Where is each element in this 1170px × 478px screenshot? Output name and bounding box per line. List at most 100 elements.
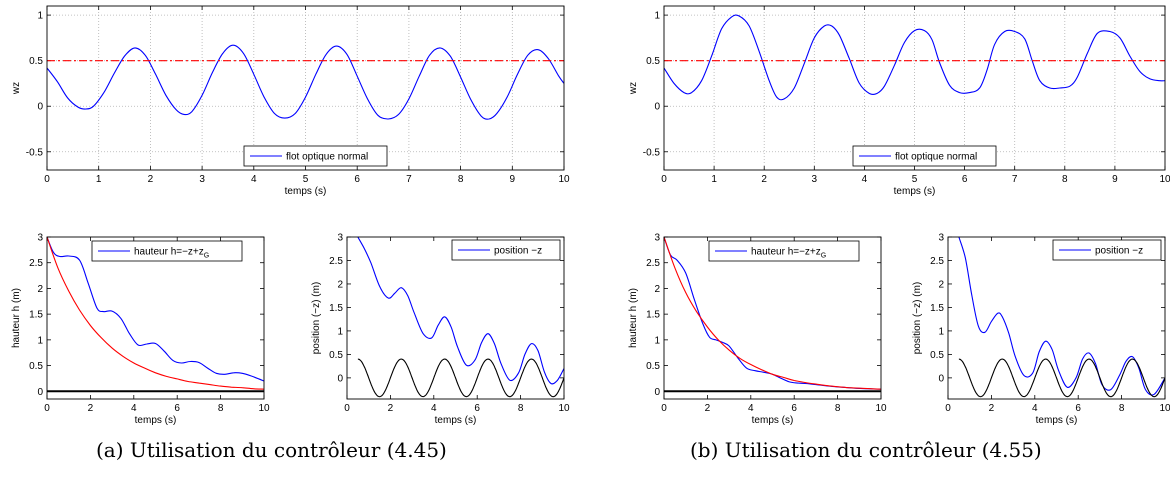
x-tick-label: 4 bbox=[748, 403, 754, 414]
series-line-main bbox=[958, 237, 1165, 396]
y-tick-label: 0.5 bbox=[930, 350, 944, 361]
x-tick-label: 6 bbox=[962, 174, 968, 185]
y-tick-label: 0 bbox=[37, 387, 43, 398]
y-tick-label: 0.5 bbox=[29, 56, 43, 67]
x-tick-label: 6 bbox=[174, 403, 180, 414]
x-tick-label: 0 bbox=[661, 174, 667, 185]
series-group bbox=[47, 44, 564, 120]
series-group bbox=[664, 237, 881, 393]
chart-a-bottom-right: 0 2 4 6 8 10 0 0.5 1 1.5 2 2.5 3 temps (s) position (−… bbox=[311, 233, 570, 427]
y-tick-label: 0.5 bbox=[646, 361, 660, 372]
y-tick-label: 2 bbox=[37, 284, 43, 295]
x-tick-label: 4 bbox=[251, 174, 257, 185]
y-tick-label: -0.5 bbox=[26, 147, 44, 158]
x-tick-label: 2 bbox=[388, 403, 394, 414]
x-tick-label: 10 bbox=[875, 403, 887, 414]
y-tick-label: 0.5 bbox=[646, 56, 660, 67]
x-tick-label: 10 bbox=[558, 174, 570, 185]
series-line-main bbox=[664, 14, 1165, 101]
legend: flot optique normal bbox=[243, 145, 388, 167]
y-tick-label: 1 bbox=[337, 326, 343, 337]
x-axis-label: temps (s) bbox=[752, 415, 794, 426]
y-tick-label: 1.5 bbox=[329, 303, 343, 314]
x-tick-label: 8 bbox=[835, 403, 841, 414]
series-group bbox=[958, 237, 1165, 398]
chart-a-top: 0 1 2 3 4 5 6 7 8 9 10 -0.5 0 0.5 1 temps (s) wz flot opt… bbox=[11, 5, 570, 197]
x-tick-label: 5 bbox=[912, 174, 918, 185]
legend: flot optique normal bbox=[852, 145, 997, 167]
y-tick-label: 2.5 bbox=[930, 256, 944, 267]
y-tick-label: 0.5 bbox=[29, 361, 43, 372]
y-tick-label: 0.5 bbox=[329, 350, 343, 361]
x-tick-label: 6 bbox=[1075, 403, 1081, 414]
x-tick-label: 10 bbox=[558, 403, 570, 414]
legend-box bbox=[243, 145, 388, 167]
x-tick-label: 8 bbox=[218, 403, 224, 414]
y-tick-label: 1 bbox=[938, 326, 944, 337]
legend-box bbox=[852, 145, 997, 167]
x-tick-label: 7 bbox=[406, 174, 412, 185]
series-line-ref-1 bbox=[958, 358, 1165, 398]
legend-subscript: G bbox=[821, 253, 826, 260]
y-tick-label: 3 bbox=[37, 233, 43, 244]
x-tick-label: 10 bbox=[1159, 174, 1170, 185]
plot-area bbox=[47, 237, 264, 399]
y-tick-label: 1 bbox=[37, 11, 43, 22]
legend-box bbox=[451, 239, 561, 261]
x-tick-label: 0 bbox=[661, 403, 667, 414]
y-axis-label: position (−z) (m) bbox=[311, 282, 322, 355]
series-line-ref-1 bbox=[664, 237, 881, 390]
legend-box bbox=[708, 240, 860, 262]
x-tick-label: 1 bbox=[711, 174, 717, 185]
x-tick-label: 10 bbox=[1159, 403, 1170, 414]
x-axis-label: temps (s) bbox=[435, 415, 477, 426]
legend-box bbox=[91, 240, 243, 262]
x-tick-label: 2 bbox=[148, 174, 154, 185]
y-tick-label: 3 bbox=[337, 233, 343, 244]
y-tick-label: 0 bbox=[654, 387, 660, 398]
x-tick-label: 9 bbox=[510, 174, 516, 185]
chart-a-bottom-left: 0 2 4 6 8 10 0 0.5 1 1.5 2 2.5 3 temps (s) hauteur h (… bbox=[11, 233, 270, 427]
x-tick-label: 2 bbox=[88, 403, 94, 414]
x-tick-label: 2 bbox=[705, 403, 711, 414]
caption-a: (a) Utilisation du contrôleur (4.45) bbox=[96, 438, 447, 462]
legend-label: hauteur h=−z+zG bbox=[751, 247, 826, 260]
series-group bbox=[664, 14, 1165, 101]
y-axis-label: position (−z) (m) bbox=[912, 282, 923, 355]
x-tick-label: 6 bbox=[354, 174, 360, 185]
legend-label: hauteur h=−z+zG bbox=[134, 247, 209, 260]
y-tick-label: -0.5 bbox=[643, 147, 661, 158]
x-axis-label: temps (s) bbox=[285, 186, 327, 197]
x-axis-label: temps (s) bbox=[894, 186, 936, 197]
y-tick-label: 1 bbox=[654, 335, 660, 346]
y-tick-label: 1.5 bbox=[29, 310, 43, 321]
x-tick-label: 3 bbox=[812, 174, 818, 185]
y-tick-label: 1.5 bbox=[930, 303, 944, 314]
series-group bbox=[47, 237, 264, 393]
chart-b-bottom-left: 0 2 4 6 8 10 0 0.5 1 1.5 2 2.5 3 temps (s) hauteur h (… bbox=[628, 233, 887, 427]
x-tick-label: 8 bbox=[1062, 174, 1068, 185]
y-tick-label: 3 bbox=[938, 233, 944, 244]
series-line-main bbox=[47, 237, 264, 382]
plot-frame bbox=[947, 236, 1166, 400]
legend: hauteur h=−z+zG bbox=[91, 240, 243, 262]
x-tick-label: 7 bbox=[1012, 174, 1018, 185]
x-tick-label: 8 bbox=[518, 403, 524, 414]
x-tick-label: 0 bbox=[44, 174, 50, 185]
series-line-ref-1 bbox=[357, 358, 564, 398]
y-tick-label: 3 bbox=[654, 233, 660, 244]
plot-frame bbox=[346, 236, 565, 400]
x-tick-label: 0 bbox=[344, 403, 350, 414]
y-tick-label: 1 bbox=[37, 335, 43, 346]
x-tick-label: 5 bbox=[303, 174, 309, 185]
x-tick-label: 0 bbox=[945, 403, 951, 414]
y-tick-label: 1 bbox=[654, 11, 660, 22]
y-tick-label: 0 bbox=[337, 373, 343, 384]
x-tick-label: 8 bbox=[458, 174, 464, 185]
y-tick-label: 0 bbox=[654, 102, 660, 113]
x-tick-label: 10 bbox=[258, 403, 270, 414]
x-tick-label: 2 bbox=[761, 174, 767, 185]
y-tick-label: 0 bbox=[938, 373, 944, 384]
plot-frame bbox=[663, 5, 1166, 171]
